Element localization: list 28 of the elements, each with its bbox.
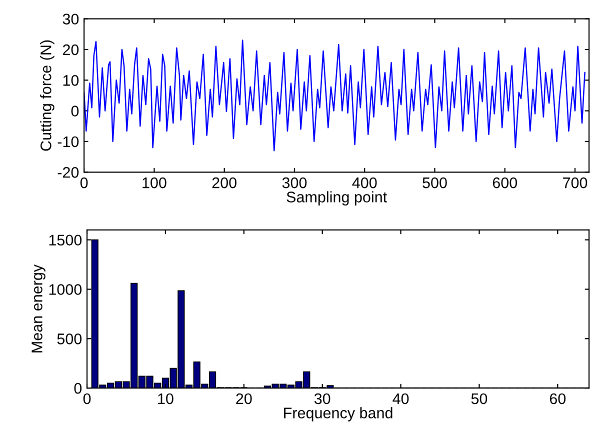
y-tick-label: 0 bbox=[71, 106, 79, 116]
x-tick-label: 50 bbox=[471, 393, 488, 404]
x-tick-label: 10 bbox=[158, 393, 174, 404]
x-tick-label: 700 bbox=[563, 177, 588, 188]
x-axis-title: Frequency band bbox=[284, 407, 392, 422]
y-tick-label: 0 bbox=[74, 382, 82, 394]
x-tick-label: 100 bbox=[142, 177, 166, 188]
x-tick-label: 40 bbox=[392, 393, 409, 404]
y-tick-label: 10 bbox=[63, 75, 79, 86]
x-tick-label: 500 bbox=[422, 177, 447, 188]
y-tick-label: 30 bbox=[62, 14, 79, 25]
x-tick-label: 20 bbox=[236, 393, 252, 404]
y-tick-label: -20 bbox=[58, 167, 79, 178]
y-axis-title: Cutting force (N) bbox=[40, 40, 54, 151]
y-tick-label: 1000 bbox=[49, 284, 82, 295]
x-tick-label: 60 bbox=[550, 393, 566, 404]
y-axis-title: Mean energy bbox=[32, 264, 46, 352]
x-tick-label: 200 bbox=[212, 177, 236, 188]
x-axis-title: Sampling point bbox=[286, 191, 387, 206]
x-tick-label: 300 bbox=[282, 177, 307, 188]
x-tick-label: 30 bbox=[314, 393, 330, 404]
x-tick-label: 400 bbox=[352, 177, 377, 188]
x-tick-label: 600 bbox=[492, 177, 518, 188]
x-tick-label: 0 bbox=[83, 393, 91, 404]
y-tick-label: 20 bbox=[62, 44, 79, 56]
y-tick-label: 1500 bbox=[49, 234, 82, 246]
y-tick-label: -10 bbox=[58, 136, 79, 148]
y-tick-label: 500 bbox=[57, 334, 82, 344]
